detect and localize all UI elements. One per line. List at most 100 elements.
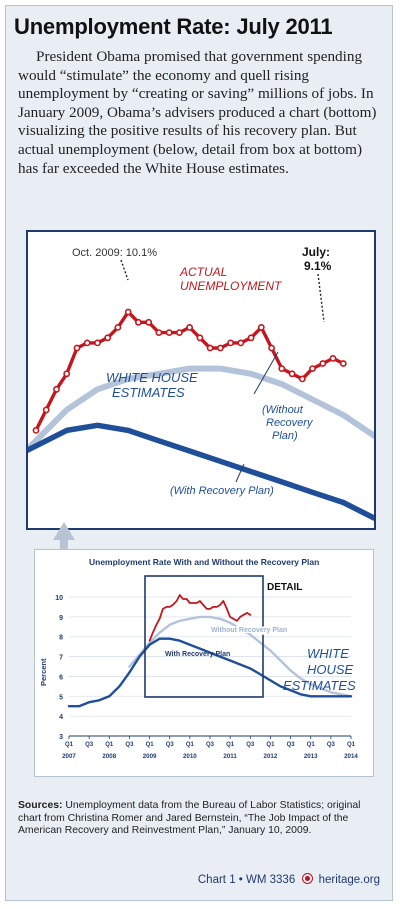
original-series-with-recovery-plan bbox=[67, 637, 353, 708]
detail-label: DETAIL bbox=[267, 582, 302, 593]
actual-point bbox=[32, 426, 40, 434]
wh-label-line2: ESTIMATES bbox=[112, 385, 185, 400]
quarter-tick-label: Q1 bbox=[307, 742, 316, 748]
latest-leader bbox=[317, 273, 325, 323]
y-tick-label: 8 bbox=[59, 635, 63, 642]
actual-point bbox=[227, 339, 234, 347]
y-tick-label: 3 bbox=[59, 734, 63, 741]
year-tick-label: 2011 bbox=[223, 753, 237, 760]
actual-point bbox=[94, 339, 101, 347]
actual-point bbox=[145, 318, 153, 326]
actual-point bbox=[319, 360, 327, 367]
y-tick-label: 9 bbox=[59, 615, 63, 622]
without-label-line3: Plan) bbox=[272, 430, 298, 442]
with-leader bbox=[235, 463, 245, 483]
actual-point bbox=[257, 324, 265, 331]
actual-point bbox=[237, 339, 245, 347]
quarter-tick-label: Q3 bbox=[287, 742, 296, 748]
actual-label-line2: UNEMPLOYMENT bbox=[180, 279, 283, 293]
sources-label: Sources: bbox=[18, 800, 63, 811]
year-tick-label: 2007 bbox=[62, 753, 76, 760]
actual-label-line1: ACTUAL bbox=[179, 265, 227, 279]
y-tick-label: 6 bbox=[59, 674, 63, 681]
actual-point bbox=[309, 365, 316, 372]
y-tick-label: 4 bbox=[59, 714, 63, 721]
actual-point bbox=[155, 329, 163, 336]
small-wh-line3: ESTIMATES bbox=[283, 678, 356, 693]
actual-point bbox=[42, 406, 50, 414]
without-label-line1: (Without bbox=[262, 404, 304, 416]
quarter-tick-label: Q3 bbox=[166, 742, 175, 748]
peak-annotation: Oct. 2009: 10.1% bbox=[72, 247, 157, 259]
actual-point bbox=[135, 318, 142, 326]
latest-label-line1: July: bbox=[302, 245, 330, 259]
original-chart-panel: Unemployment Rate With and Without the R… bbox=[34, 549, 374, 777]
actual-point bbox=[206, 344, 214, 352]
intro-paragraph: President Obama promised that government… bbox=[18, 48, 377, 177]
quarter-tick-label: Q3 bbox=[85, 742, 94, 748]
small-wh-line2: HOUSE bbox=[307, 662, 354, 677]
year-tick-label: 2012 bbox=[264, 753, 278, 760]
detail-series-with-recovery-plan bbox=[28, 422, 374, 521]
sources-note: Sources: Unemployment data from the Bure… bbox=[18, 800, 386, 838]
actual-point bbox=[63, 370, 71, 378]
detail-chart: Oct. 2009: 10.1% ACTUAL UNEMPLOYMENT Jul… bbox=[28, 245, 374, 521]
actual-point bbox=[175, 329, 183, 336]
wh-label-line1: WHITE HOUSE bbox=[106, 370, 198, 385]
heritage-logo-icon bbox=[302, 873, 314, 884]
quarter-tick-label: Q1 bbox=[347, 742, 356, 748]
original-series-without-recovery-plan bbox=[128, 615, 353, 698]
detail-box bbox=[144, 575, 264, 698]
actual-point bbox=[339, 360, 347, 367]
with-plan-label: With Recovery Plan bbox=[165, 651, 230, 658]
actual-point bbox=[298, 375, 306, 383]
footer: Chart 1 • WM 3336 heritage.org bbox=[180, 872, 380, 886]
without-plan-label: Without Recovery Plan bbox=[211, 627, 287, 634]
actual-point bbox=[288, 370, 296, 378]
chart-id: Chart 1 • WM 3336 bbox=[197, 874, 296, 886]
actual-point bbox=[53, 385, 60, 393]
actual-point bbox=[278, 365, 286, 372]
year-tick-label: 2013 bbox=[304, 753, 318, 760]
small-wh-line1: WHITE bbox=[307, 646, 349, 661]
year-tick-label: 2010 bbox=[183, 753, 197, 760]
without-leader bbox=[253, 351, 279, 395]
page-title: Unemployment Rate: July 2011 bbox=[14, 14, 333, 39]
actual-point bbox=[216, 344, 224, 352]
actual-point bbox=[114, 324, 122, 331]
without-label-line2: Recovery bbox=[266, 417, 314, 429]
actual-point bbox=[73, 344, 81, 352]
y-tick-label: 7 bbox=[59, 655, 63, 662]
quarter-tick-label: Q1 bbox=[266, 742, 275, 748]
detail-chart-panel: Oct. 2009: 10.1% ACTUAL UNEMPLOYMENT Jul… bbox=[26, 230, 376, 530]
year-tick-label: 2014 bbox=[344, 753, 358, 760]
actual-point bbox=[104, 334, 112, 342]
site-name: heritage.org bbox=[318, 874, 380, 886]
detail-series-without-recovery-plan bbox=[28, 365, 374, 454]
latest-label-line2: 9.1% bbox=[304, 259, 332, 273]
original-series-actual bbox=[148, 594, 252, 642]
actual-point bbox=[268, 344, 275, 352]
quarter-tick-label: Q3 bbox=[125, 742, 134, 748]
actual-point bbox=[329, 355, 337, 362]
quarter-tick-label: Q1 bbox=[226, 742, 235, 748]
actual-point bbox=[165, 329, 173, 336]
quarter-tick-label: Q3 bbox=[246, 742, 255, 748]
y-tick-label: 5 bbox=[59, 694, 63, 701]
quarter-tick-label: Q3 bbox=[206, 742, 215, 748]
actual-point bbox=[186, 324, 193, 331]
quarter-tick-label: Q1 bbox=[146, 742, 155, 748]
year-tick-label: 2008 bbox=[102, 753, 116, 760]
with-label: (With Recovery Plan) bbox=[170, 485, 274, 497]
quarter-tick-label: Q1 bbox=[65, 742, 74, 748]
actual-point bbox=[83, 339, 91, 347]
original-chart-title: Unemployment Rate With and Without the R… bbox=[89, 557, 319, 567]
peak-leader bbox=[120, 259, 129, 281]
actual-point bbox=[247, 334, 255, 342]
y-tick-label: 10 bbox=[55, 595, 63, 602]
y-axis-label: Percent bbox=[39, 658, 48, 686]
without-text-halo: Without Recovery Plan bbox=[211, 627, 282, 634]
sources-text: Unemployment data from the Bureau of Lab… bbox=[18, 800, 361, 837]
actual-point bbox=[124, 308, 132, 316]
quarter-tick-label: Q3 bbox=[327, 742, 336, 748]
